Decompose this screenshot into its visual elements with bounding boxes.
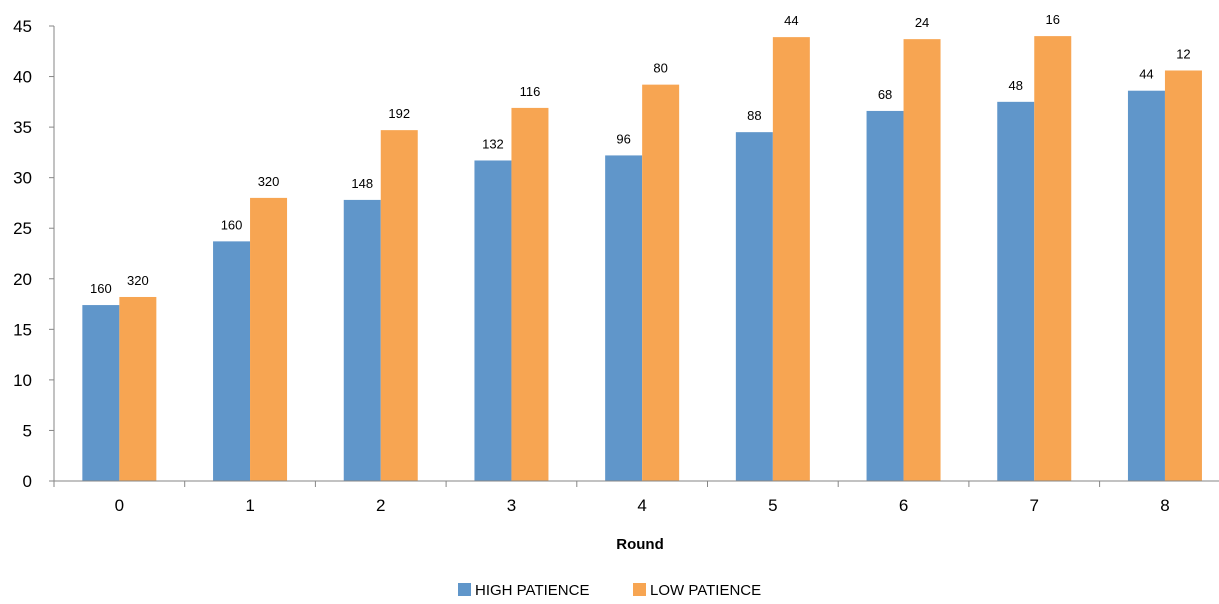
x-tick-label: 8 — [1160, 496, 1169, 515]
low-patience-bar — [511, 107, 549, 482]
low-patience-bar — [1034, 36, 1072, 481]
legend-label: HIGH PATIENCE — [475, 582, 589, 599]
x-tick-label: 5 — [768, 496, 777, 515]
high-patience-data-label: 68 — [878, 87, 892, 102]
x-tick-label: 0 — [115, 496, 124, 515]
high-patience-data-label: 44 — [1139, 67, 1153, 82]
y-tick-label: 25 — [13, 219, 32, 238]
high-patience-bar — [82, 305, 120, 481]
x-tick-label: 1 — [245, 496, 254, 515]
low-patience-data-label: 80 — [653, 61, 667, 76]
low-patience-bar — [119, 296, 157, 481]
low-patience-bar — [1164, 70, 1202, 481]
low-patience-data-label: 12 — [1176, 46, 1190, 61]
low-patience-data-label: 116 — [520, 84, 541, 99]
y-tick-label: 35 — [13, 118, 32, 137]
high-patience-bar — [343, 199, 381, 481]
high-patience-bar — [997, 101, 1035, 481]
x-tick-label: 4 — [637, 496, 646, 515]
x-axis-title: Round — [616, 536, 663, 553]
high-patience-data-label: 96 — [616, 131, 630, 146]
y-tick-label: 20 — [13, 270, 32, 289]
high-patience-bar — [474, 160, 512, 481]
legend-swatch — [633, 583, 646, 596]
high-patience-bar — [605, 155, 643, 481]
x-axis: 0 1 2 3 4 5 6 7 8 — [53, 480, 1219, 515]
y-tick-label: 45 — [13, 17, 32, 36]
x-tick-label: 3 — [507, 496, 516, 515]
y-tick-label: 5 — [23, 421, 32, 440]
y-tick-label: 0 — [23, 472, 32, 491]
legend-swatch — [458, 583, 471, 596]
low-patience-data-label: 320 — [127, 273, 149, 288]
y-tick-label: 15 — [13, 320, 32, 339]
low-patience-bar — [642, 84, 680, 482]
high-patience-data-label: 160 — [90, 281, 112, 296]
high-patience-data-label: 148 — [351, 176, 373, 191]
low-patience-data-label: 24 — [915, 15, 929, 30]
low-patience-data-label: 44 — [784, 13, 798, 28]
high-patience-data-label: 132 — [482, 136, 504, 151]
high-patience-bar — [1127, 90, 1165, 481]
high-patience-bar — [213, 241, 251, 481]
legend-label: LOW PATIENCE — [650, 582, 761, 599]
high-patience-bar — [866, 110, 904, 481]
x-tick-label: 2 — [376, 496, 385, 515]
x-tick-label: 6 — [899, 496, 908, 515]
low-patience-data-label: 320 — [258, 174, 280, 189]
high-patience-data-label: 48 — [1009, 78, 1023, 93]
low-patience-data-label: 192 — [388, 106, 410, 121]
high-patience-bar — [735, 132, 773, 481]
y-tick-label: 40 — [13, 68, 32, 87]
low-patience-bar — [250, 197, 288, 481]
high-patience-data-label: 88 — [747, 108, 761, 123]
low-patience-bar — [380, 130, 418, 481]
legend: HIGH PATIENCE LOW PATIENCE — [458, 582, 761, 599]
y-tick-label: 30 — [13, 169, 32, 188]
low-patience-bar — [772, 37, 810, 481]
bars: 160 320 160 320 148 192 132 116 96 80 88 44 68 24 48 16… — [82, 12, 1202, 482]
low-patience-bar — [903, 39, 941, 482]
high-patience-data-label: 160 — [221, 217, 243, 232]
y-tick-label: 10 — [13, 371, 32, 390]
low-patience-data-label: 16 — [1046, 12, 1060, 27]
x-tick-label: 7 — [1030, 496, 1039, 515]
y-axis: 0 5 10 15 20 25 30 35 40 45 — [13, 17, 55, 491]
